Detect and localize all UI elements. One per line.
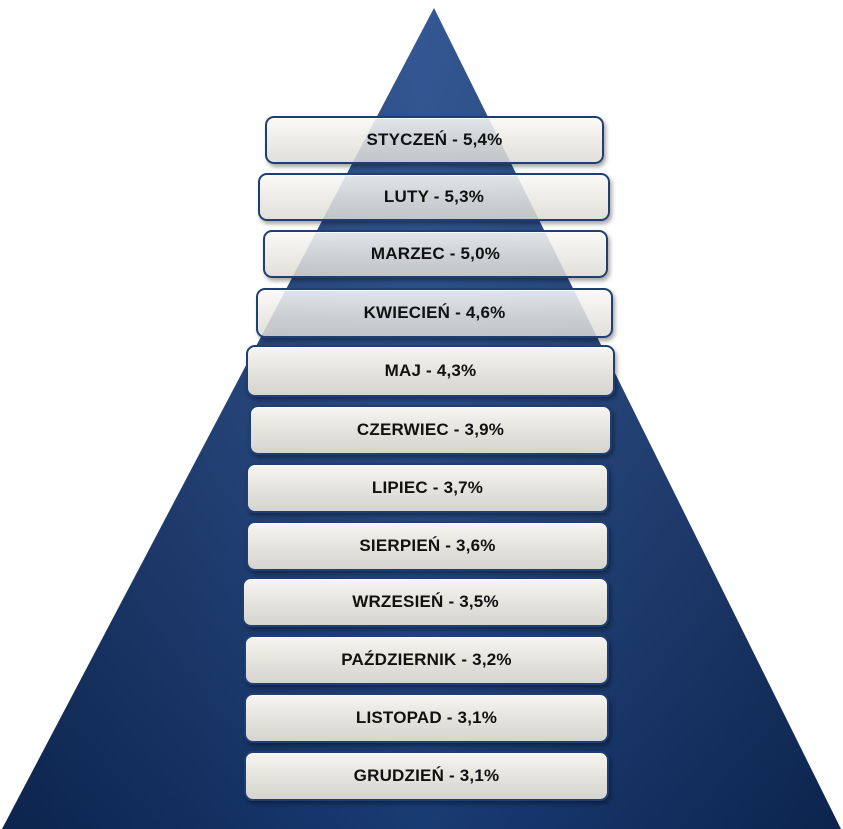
level-pazdziernik: PAŹDZIERNIK - 3,2%: [244, 635, 609, 685]
level-label: MARZEC - 5,0%: [370, 244, 501, 263]
level-label: LIPIEC - 3,7%: [371, 478, 484, 497]
level-kwiecien: KWIECIEŃ - 4,6%: [256, 288, 613, 338]
level-label: GRUDZIEŃ - 3,1%: [353, 766, 500, 785]
level-styczen: STYCZEŃ - 5,4%: [265, 116, 604, 164]
level-label: LISTOPAD - 3,1%: [355, 708, 498, 727]
level-czerwiec: CZERWIEC - 3,9%: [249, 405, 612, 455]
level-maj: MAJ - 4,3%: [246, 345, 615, 397]
level-wrzesien: WRZESIEŃ - 3,5%: [242, 577, 609, 627]
level-label: PAŹDZIERNIK - 3,2%: [341, 650, 512, 669]
level-label: LUTY - 5,3%: [383, 187, 485, 206]
level-label: STYCZEŃ - 5,4%: [366, 130, 503, 149]
level-sierpien: SIERPIEŃ - 3,6%: [246, 521, 609, 571]
level-lipiec: LIPIEC - 3,7%: [246, 463, 609, 513]
level-listopad: LISTOPAD - 3,1%: [244, 693, 609, 743]
level-luty: LUTY - 5,3%: [258, 173, 610, 221]
level-grudzien: GRUDZIEŃ - 3,1%: [244, 751, 609, 801]
level-label: SIERPIEŃ - 3,6%: [359, 536, 496, 555]
level-label: CZERWIEC - 3,9%: [356, 420, 505, 439]
level-label: KWIECIEŃ - 4,6%: [363, 303, 506, 322]
level-label: WRZESIEŃ - 3,5%: [352, 592, 499, 611]
level-marzec: MARZEC - 5,0%: [263, 230, 608, 278]
level-label: MAJ - 4,3%: [384, 361, 477, 380]
